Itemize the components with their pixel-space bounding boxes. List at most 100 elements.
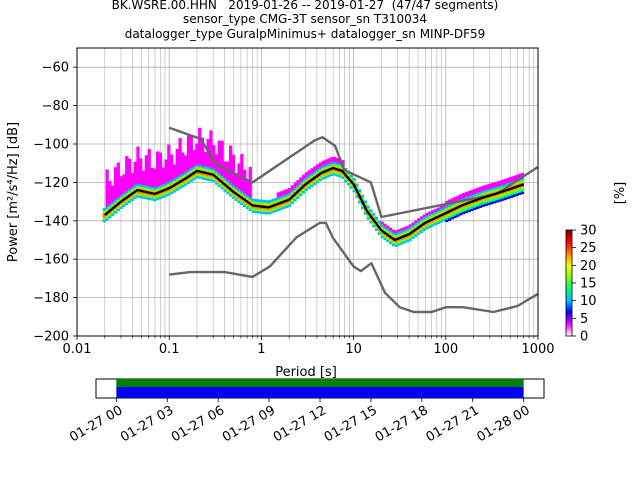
psd-cell — [147, 148, 151, 152]
psd-cell — [400, 239, 404, 243]
psd-cell — [504, 192, 508, 196]
psd-cell — [175, 178, 179, 182]
psd-cell — [153, 196, 157, 199]
psd-cell — [484, 189, 488, 193]
psd-cell — [383, 225, 387, 229]
psd-cell — [316, 175, 320, 179]
psd-cell — [158, 152, 163, 156]
psd-cell — [161, 183, 165, 187]
psd-cell — [164, 177, 168, 181]
psd-cell — [304, 183, 308, 187]
psd-cell — [318, 164, 323, 168]
psd-cell — [279, 202, 283, 206]
psd-cell — [490, 187, 494, 191]
psd-cell — [178, 140, 182, 144]
psd-cell — [285, 189, 289, 192]
psd-cell — [257, 210, 261, 214]
psd-cell — [209, 160, 213, 164]
psd-cell — [397, 229, 401, 232]
psd-cell — [299, 179, 303, 183]
psd-cell — [240, 181, 244, 185]
psd-cell — [450, 216, 454, 220]
psd-cell — [478, 189, 483, 192]
psd-cell — [113, 206, 118, 210]
psd-cell — [425, 221, 429, 225]
psd-cell — [237, 170, 241, 174]
psd-cell — [136, 164, 140, 168]
psd-cell — [209, 130, 213, 134]
psd-cell — [161, 172, 165, 175]
psd-cell — [363, 200, 367, 204]
psd-cell — [116, 180, 120, 184]
psd-cell — [450, 198, 454, 201]
psd-cell — [158, 182, 163, 186]
psd-cell — [285, 205, 289, 209]
psd-cell — [141, 191, 146, 195]
psd-cell — [506, 186, 511, 190]
psd-cell — [285, 202, 289, 206]
psd-cell — [203, 161, 207, 165]
timeline-tick-label: 01-27 00 — [67, 403, 125, 445]
psd-cell — [167, 163, 171, 166]
psd-cell — [478, 202, 483, 206]
psd-cell — [464, 191, 468, 195]
psd-cell — [209, 148, 213, 152]
psd-cell — [105, 199, 109, 203]
psd-cell — [327, 160, 331, 164]
psd-cell — [147, 158, 151, 161]
psd-cell — [150, 167, 154, 171]
psd-cell — [481, 204, 485, 207]
psd-cell — [175, 158, 179, 161]
psd-cell — [113, 180, 118, 184]
psd-cell — [186, 162, 191, 166]
psd-cell — [282, 204, 286, 207]
psd-cell — [358, 198, 362, 202]
psd-cell — [175, 153, 179, 157]
x-tick-label: 100 — [433, 342, 458, 357]
psd-cell — [108, 201, 112, 205]
psd-cell — [229, 157, 233, 160]
psd-cell — [105, 185, 109, 189]
psd-cell — [125, 167, 129, 171]
psd-cell — [133, 196, 137, 200]
psd-cell — [428, 225, 432, 229]
psd-cell — [158, 171, 163, 174]
psd-cell — [259, 201, 264, 205]
psd-cell — [133, 182, 137, 186]
psd-cell — [240, 190, 244, 194]
psd-cell — [428, 222, 432, 226]
psd-cell — [184, 155, 188, 159]
psd-cell — [161, 169, 165, 173]
psd-cell — [164, 191, 168, 195]
psd-cell — [515, 177, 519, 180]
psd-cell — [231, 168, 236, 172]
psd-cell — [139, 183, 143, 187]
psd-cell — [156, 176, 160, 180]
psd-cell — [335, 157, 339, 161]
psd-cell — [200, 176, 205, 180]
psd-cell — [116, 187, 120, 191]
psd-cell — [262, 199, 266, 203]
psd-cell — [105, 197, 109, 200]
psd-cell — [105, 215, 109, 219]
psd-cell — [245, 204, 250, 207]
psd-cell — [321, 162, 325, 166]
psd-cell — [217, 184, 221, 188]
psd-cell — [214, 179, 219, 183]
psd-cell — [136, 151, 140, 154]
psd-cell — [130, 198, 134, 202]
psd-cell — [203, 177, 207, 181]
psd-cell — [293, 198, 297, 202]
psd-cell — [313, 166, 317, 170]
psd-cell — [178, 165, 182, 169]
psd-cell — [164, 194, 168, 197]
psd-cell — [461, 193, 466, 196]
psd-cell — [170, 156, 174, 160]
psd-cell — [192, 161, 196, 165]
y-tick-label: −100 — [33, 138, 69, 153]
psd-cell — [200, 156, 205, 159]
psd-cell — [102, 210, 106, 214]
psd-cell — [478, 186, 483, 190]
psd-cell — [433, 222, 438, 226]
psd-cell — [383, 237, 387, 241]
